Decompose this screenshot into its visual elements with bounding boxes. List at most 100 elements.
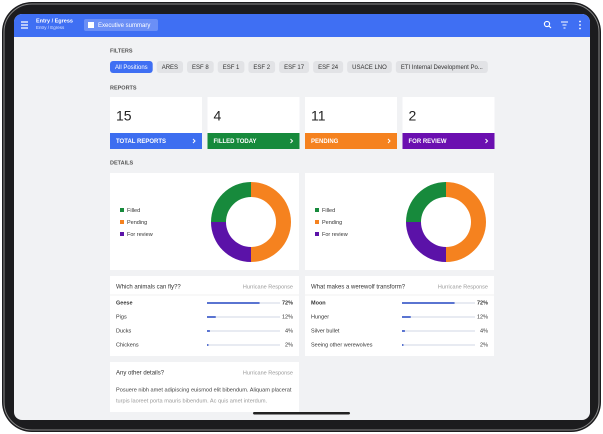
text-line: Posuere nibh amet adipiscing euismod eli… xyxy=(116,387,292,393)
poll-option: Hunger xyxy=(311,314,329,320)
donut-segment xyxy=(406,182,446,222)
legend-swatch xyxy=(120,232,124,236)
search-icon[interactable] xyxy=(543,20,552,29)
text-tag: Hurricane Response xyxy=(243,370,293,376)
filter-chip-label: ESF 17 xyxy=(284,65,305,71)
poll-track xyxy=(402,316,475,318)
report-count: 4 xyxy=(214,108,222,124)
poll-option: Silver bullet xyxy=(311,328,340,334)
text-line: turpis laoreet porta mauris bibendum. Ac… xyxy=(116,398,268,404)
legend-swatch xyxy=(315,208,319,212)
filter-chip[interactable] xyxy=(187,61,214,73)
text-question: Any other details? xyxy=(116,371,165,377)
poll-bar xyxy=(402,330,405,332)
report-bar xyxy=(110,133,202,149)
poll-tag: Hurricane Response xyxy=(243,284,293,290)
report-bar xyxy=(305,133,397,149)
poll-option: Geese xyxy=(116,300,133,306)
report-count: 15 xyxy=(116,108,132,124)
poll-value: 2% xyxy=(285,342,293,348)
poll-card xyxy=(110,276,299,356)
poll-option: Seeing other werewolves xyxy=(311,342,373,348)
poll-value: 12% xyxy=(282,314,293,320)
poll-bar xyxy=(402,302,455,304)
filter-chip[interactable] xyxy=(279,61,310,73)
chevron-icon xyxy=(485,138,489,144)
filter-chip[interactable] xyxy=(156,61,184,73)
poll-bar xyxy=(207,316,216,318)
report-label: PENDING xyxy=(311,139,339,145)
poll-card xyxy=(305,276,494,356)
section-label: FILTERS xyxy=(110,48,133,54)
view-chip[interactable] xyxy=(84,19,158,31)
home-indicator xyxy=(253,412,350,415)
poll-bar xyxy=(207,330,210,332)
poll-value: 4% xyxy=(480,328,488,334)
legend-label: Filled xyxy=(322,208,335,214)
chevron-icon xyxy=(290,138,294,144)
screen: Entry / Egress Entry / Egress Executive … xyxy=(14,14,590,420)
filter-chip-label: ARES xyxy=(162,65,178,71)
poll-value: 2% xyxy=(480,342,488,348)
legend-label: Pending xyxy=(127,220,147,226)
donut-segment xyxy=(446,182,486,262)
text-card xyxy=(110,362,299,412)
donut-segment xyxy=(251,182,291,262)
filter-chip-label: ESF 2 xyxy=(253,65,270,71)
poll-option: Pigs xyxy=(116,314,127,320)
poll-value: 72% xyxy=(282,300,293,306)
poll-track xyxy=(402,330,475,332)
poll-option: Ducks xyxy=(116,328,132,334)
poll-bar xyxy=(207,302,260,304)
report-bar xyxy=(402,133,495,149)
chevron-icon xyxy=(192,138,196,144)
legend-swatch xyxy=(120,208,124,212)
filter-chip[interactable] xyxy=(313,61,344,73)
chevron-icon xyxy=(387,138,391,144)
menu-icon[interactable] xyxy=(21,21,28,29)
more-icon[interactable] xyxy=(579,20,581,30)
filter-chip[interactable] xyxy=(217,61,245,73)
poll-option: Chickens xyxy=(116,342,139,348)
poll-option: Moon xyxy=(311,300,326,306)
poll-track xyxy=(402,344,475,346)
poll-tag: Hurricane Response xyxy=(438,284,488,290)
legend-label: Filled xyxy=(127,208,140,214)
device-edge xyxy=(3,3,600,431)
app-subtitle: Entry / Egress xyxy=(36,25,65,30)
poll-track xyxy=(207,316,280,318)
report-count: 2 xyxy=(409,108,417,124)
poll-question: Which animals can fly?? xyxy=(116,285,181,291)
poll-bar xyxy=(402,316,411,318)
legend-swatch xyxy=(120,220,124,224)
poll-track xyxy=(207,330,280,332)
poll-value: 12% xyxy=(477,314,488,320)
report-label: FOR REVIEW xyxy=(409,139,447,145)
poll-track xyxy=(207,344,280,346)
donut-segment xyxy=(211,222,251,262)
view-label: Executive summary xyxy=(98,23,150,29)
filter-chip[interactable] xyxy=(347,61,392,73)
app-title: Entry / Egress xyxy=(36,18,73,24)
filter-chip-label: ETI Internal Development Po... xyxy=(401,65,483,71)
filter-chip-label: All Positions xyxy=(115,65,148,71)
screen-bg xyxy=(14,14,590,420)
legend-swatch xyxy=(315,220,319,224)
poll-value: 72% xyxy=(477,300,488,306)
filter-chip-label: ESF 8 xyxy=(192,65,209,71)
legend-label: For review xyxy=(322,232,348,238)
section-label: REPORTS xyxy=(110,85,137,91)
view-icon xyxy=(88,22,94,28)
poll-value: 4% xyxy=(285,328,293,334)
filter-chip[interactable] xyxy=(248,61,276,73)
poll-bar xyxy=(402,344,404,346)
poll-bar xyxy=(207,344,209,346)
filter-icon[interactable] xyxy=(561,21,568,29)
report-label: TOTAL REPORTS xyxy=(116,139,166,145)
report-bar xyxy=(207,133,300,149)
section-label: DETAILS xyxy=(110,160,133,166)
filter-chip[interactable] xyxy=(395,61,488,73)
filter-chip[interactable] xyxy=(110,61,153,73)
